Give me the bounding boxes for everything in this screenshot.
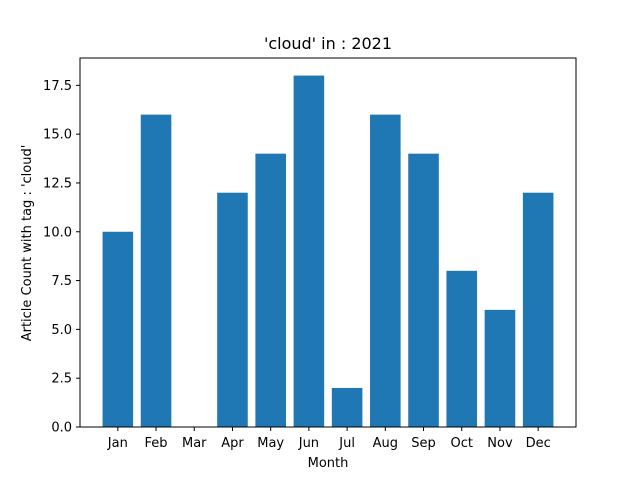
y-tick-label: 15.0 xyxy=(43,128,72,143)
x-tick-label: Dec xyxy=(526,436,551,451)
x-tick-label: Jun xyxy=(298,436,319,451)
x-axis-label: Month xyxy=(308,456,349,471)
y-tick-label: 2.5 xyxy=(51,372,72,387)
y-axis: 0.0 2.5 5.0 7.5 10.0 12.5 15.0 17.5 xyxy=(43,79,80,436)
bar-jan xyxy=(102,231,134,427)
y-tick-label: 7.5 xyxy=(51,274,72,289)
y-tick-label: 0.0 xyxy=(51,421,72,436)
bar-jun xyxy=(293,75,325,428)
bar-oct xyxy=(446,270,478,427)
x-tick-label: Sep xyxy=(411,436,436,451)
bar-sep xyxy=(408,153,439,427)
y-tick-label: 17.5 xyxy=(43,79,72,94)
bar-apr xyxy=(217,192,248,427)
y-tick-label: 12.5 xyxy=(43,176,72,191)
bars-group xyxy=(102,75,554,428)
bar-may xyxy=(255,153,286,427)
y-axis-label: Article Count with tag : 'cloud' xyxy=(20,145,35,342)
x-tick-label: Feb xyxy=(145,436,168,451)
x-axis: Jan Feb Mar Apr May Jun Jul Aug Sep Oct Nov Dec xyxy=(107,427,551,451)
bar-nov xyxy=(484,309,516,427)
plot-frame xyxy=(79,57,577,428)
y-tick-label: 10.0 xyxy=(43,225,72,240)
bar-feb xyxy=(140,114,172,427)
y-tick-label: 5.0 xyxy=(51,323,72,338)
bar-dec xyxy=(522,192,554,427)
x-tick-label: Oct xyxy=(451,436,473,451)
bar-aug xyxy=(370,114,401,427)
x-tick-label: Jan xyxy=(107,436,128,451)
bar-jul xyxy=(331,387,363,427)
x-tick-label: Mar xyxy=(182,436,207,451)
x-tick-label: Jul xyxy=(338,436,355,451)
x-tick-label: May xyxy=(257,436,284,451)
chart-title: 'cloud' in : 2021 xyxy=(264,34,392,53)
x-tick-label: Apr xyxy=(221,436,244,451)
x-tick-label: Aug xyxy=(373,436,398,451)
x-tick-label: Nov xyxy=(487,436,513,451)
